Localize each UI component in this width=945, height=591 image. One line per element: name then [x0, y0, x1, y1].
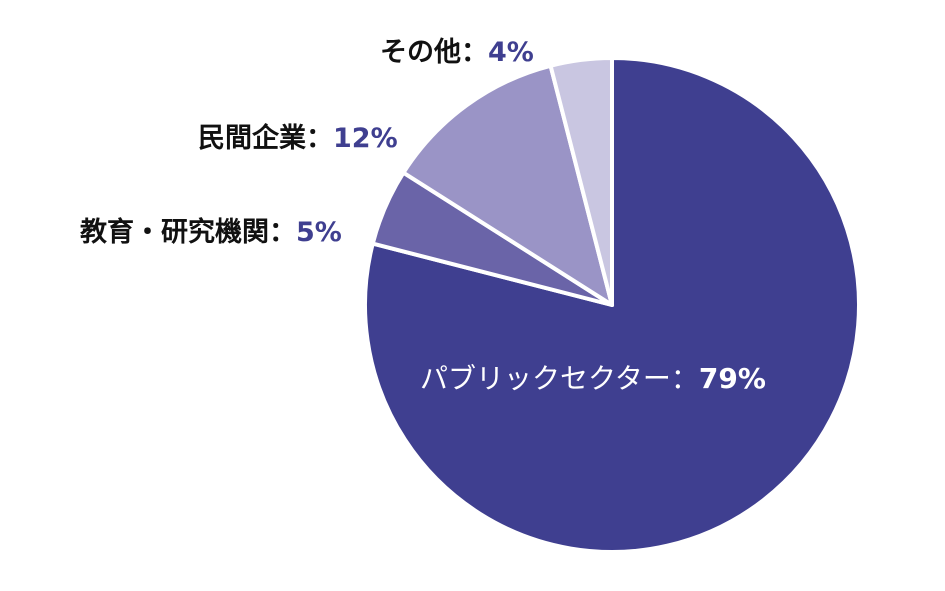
pie-slice	[401, 63, 614, 307]
label-public-sector-pct: 79%	[698, 362, 766, 395]
label-private-company-sep: ：	[306, 123, 333, 154]
label-other-pct: 4%	[488, 37, 534, 68]
label-other-name: その他	[380, 37, 461, 68]
label-private-company-pct: 12%	[333, 123, 398, 154]
label-public-sector-sep: ：	[670, 362, 699, 395]
label-education-research-pct: 5%	[296, 217, 342, 248]
label-private-company: 民間企業：12%	[198, 116, 398, 155]
label-other-sep: ：	[461, 37, 488, 68]
label-public-sector-name: パブリックセクター	[420, 362, 671, 395]
label-education-research: 教育・研究機関：5%	[80, 210, 342, 249]
label-education-research-sep: ：	[269, 217, 296, 248]
label-education-research-name: 教育・研究機関	[80, 217, 269, 248]
pie-slice	[548, 56, 614, 307]
label-public-sector: パブリックセクター：79%	[420, 357, 766, 397]
label-private-company-name: 民間企業	[198, 123, 306, 154]
label-other: その他：4%	[380, 30, 534, 69]
pie-slice	[363, 56, 861, 554]
pie-slices	[363, 56, 861, 554]
